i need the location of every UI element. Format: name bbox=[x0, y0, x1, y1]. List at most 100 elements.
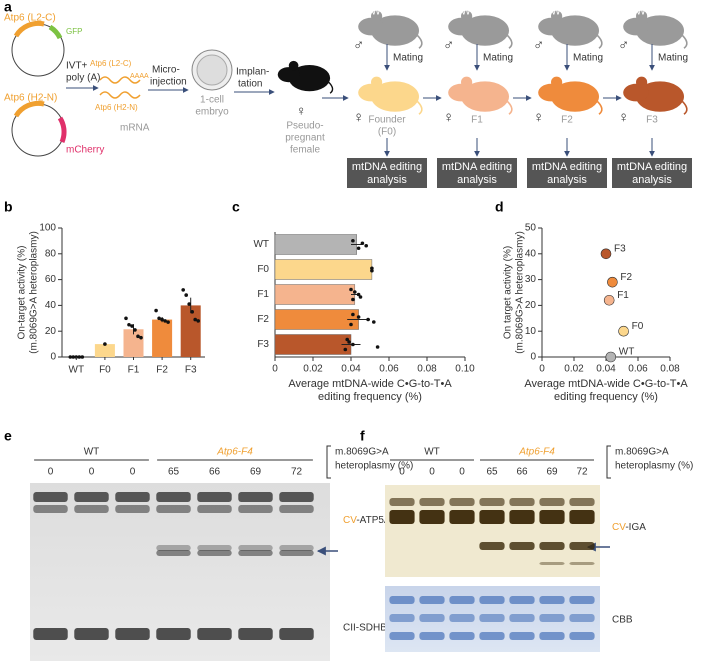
gel-band bbox=[509, 614, 535, 622]
band-name: -ATP5A bbox=[356, 515, 391, 526]
data-point bbox=[370, 268, 374, 273]
x-tick-label: 0 bbox=[272, 364, 278, 375]
gel-band bbox=[74, 492, 109, 502]
plasmid-insert bbox=[13, 100, 45, 118]
gel-band bbox=[238, 545, 273, 551]
data-point bbox=[618, 325, 629, 337]
ivt-label: IVT+ bbox=[66, 61, 88, 72]
y-tick-label: 60 bbox=[45, 274, 57, 285]
gel-band bbox=[197, 505, 232, 513]
male-symbol: ♂ bbox=[353, 37, 364, 54]
data-point bbox=[130, 324, 134, 328]
gel-band bbox=[156, 505, 191, 513]
generations: WT male♂Mating♀ Founder(F0)mtDNA editinga… bbox=[322, 7, 692, 188]
female-symbol: ♀ bbox=[443, 109, 454, 126]
point-label: F2 bbox=[620, 272, 632, 283]
data-point bbox=[80, 355, 85, 359]
data-point bbox=[166, 320, 170, 324]
data-point bbox=[184, 293, 188, 297]
lane-label: 0 bbox=[48, 467, 54, 478]
data-point bbox=[190, 310, 194, 314]
group-label: WT bbox=[424, 447, 440, 458]
gel-band bbox=[389, 510, 415, 524]
gel-band bbox=[74, 505, 109, 513]
generation-label: F2 bbox=[561, 115, 573, 126]
gel-band bbox=[569, 498, 595, 506]
analysis-label: analysis bbox=[632, 174, 672, 186]
analysis-label: mtDNA editing bbox=[442, 161, 512, 173]
data-point bbox=[372, 320, 376, 324]
panel-label: d bbox=[495, 199, 504, 215]
data-point bbox=[193, 317, 197, 322]
gel-band bbox=[33, 628, 68, 640]
y-tick-label: 30 bbox=[525, 274, 537, 285]
gel-band bbox=[115, 628, 150, 640]
mrna-label: Atp6 (L2-C) bbox=[90, 59, 132, 68]
panel-label: c bbox=[232, 199, 240, 215]
gel-band bbox=[238, 505, 273, 513]
data-point bbox=[136, 334, 140, 339]
panel-label: e bbox=[4, 428, 12, 444]
implantation-label: tation bbox=[238, 79, 262, 90]
group-label: WT bbox=[84, 447, 100, 458]
gel-band bbox=[279, 628, 314, 640]
gel-band bbox=[156, 550, 191, 556]
gel-band bbox=[33, 492, 68, 502]
embryo-inner bbox=[196, 54, 228, 86]
mouse bbox=[537, 75, 603, 116]
gel-band bbox=[33, 505, 68, 513]
x-axis-label: Average mtDNA-wide C•G-to-T•A bbox=[288, 378, 452, 390]
stain-label: CBB bbox=[612, 615, 633, 626]
x-tick-label: 0.08 bbox=[660, 364, 680, 375]
data-point bbox=[154, 308, 158, 313]
data-point bbox=[356, 292, 361, 297]
lane-label: 66 bbox=[516, 467, 528, 478]
gel-band bbox=[449, 510, 475, 524]
x-tick-label: 0.02 bbox=[303, 364, 323, 375]
gel-band bbox=[479, 498, 505, 506]
group-label: Atp6-F4 bbox=[216, 447, 253, 458]
analysis-box bbox=[527, 158, 607, 188]
data-point bbox=[71, 355, 76, 359]
gel-band bbox=[279, 550, 314, 556]
lane-label: 0 bbox=[130, 467, 136, 478]
data-point bbox=[349, 287, 353, 292]
gel-band bbox=[389, 632, 415, 640]
data-point bbox=[353, 290, 357, 294]
data-point bbox=[366, 317, 370, 322]
y-tick-label: F0 bbox=[257, 264, 269, 275]
y-tick-label: 0 bbox=[50, 352, 56, 363]
mrna-label: Atp6 (H2-N) bbox=[95, 103, 138, 112]
panel-e: e CV-ATP5A CII-SDHB WT Atp6-F4 0 0 0 65 66 69 72… bbox=[4, 428, 413, 661]
plasmid-label: Atp6 (L2-C) bbox=[4, 13, 56, 24]
band-label: CV-IGA bbox=[612, 522, 646, 533]
lane-label: 72 bbox=[291, 467, 303, 478]
data-point bbox=[364, 243, 369, 248]
gel-band bbox=[419, 614, 445, 622]
gel-band bbox=[449, 596, 475, 604]
x-axis-label: editing frequency (%) bbox=[554, 391, 658, 403]
mouse bbox=[277, 60, 334, 94]
female-label: female bbox=[290, 145, 320, 156]
analysis-label: mtDNA editing bbox=[617, 161, 687, 173]
mating-label: Mating bbox=[658, 53, 688, 64]
y-tick-label: F3 bbox=[257, 339, 269, 350]
injection-label: Micro- bbox=[152, 65, 180, 76]
panel-label: b bbox=[4, 199, 13, 215]
data-point bbox=[187, 302, 191, 306]
gel-band bbox=[479, 596, 505, 604]
mcherry-label: mCherry bbox=[66, 145, 104, 156]
lane-label: 72 bbox=[576, 467, 588, 478]
lane-label: 0 bbox=[89, 467, 95, 478]
gel-band bbox=[238, 628, 273, 640]
bar bbox=[274, 284, 356, 305]
gel-band bbox=[197, 545, 232, 551]
female-label: Pseudo- bbox=[286, 121, 323, 132]
bar bbox=[274, 234, 357, 255]
gel-band bbox=[419, 510, 445, 524]
y-axis-label: (m.8069G>A heteroplasmy) bbox=[515, 231, 526, 354]
gel-band bbox=[389, 498, 415, 506]
x-axis-label: Average mtDNA-wide C•G-to-T•A bbox=[524, 378, 688, 390]
